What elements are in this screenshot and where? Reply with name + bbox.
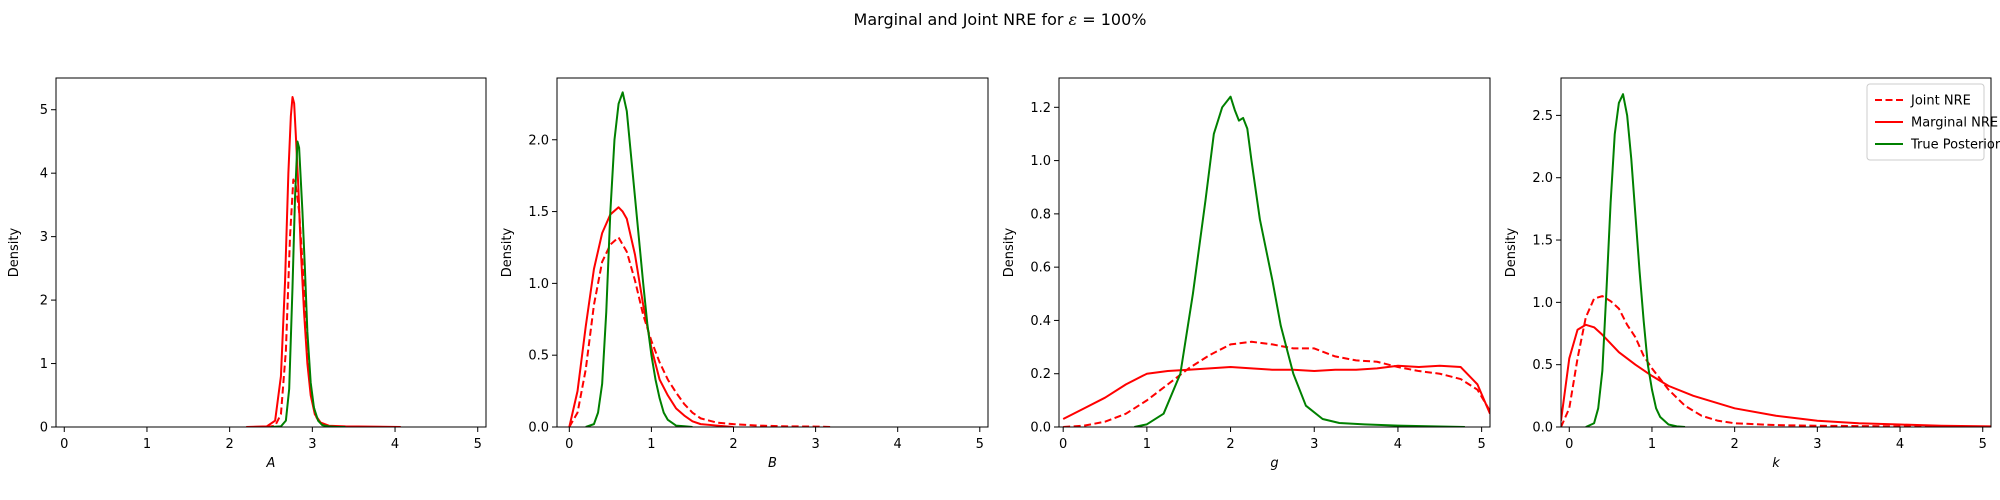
epsilon-symbol: ε bbox=[1068, 10, 1078, 29]
subplot-k: 0 1 2 3 4 5 0.0 0.5 1.0 1.5 2.0 2.5 k Density Joint NR… bbox=[1504, 77, 2000, 471]
y-axis-label: Density bbox=[1504, 227, 1519, 277]
x-axis-label: B bbox=[768, 456, 777, 471]
series-line-true-posterior bbox=[1585, 93, 1686, 427]
y-axis-label: Density bbox=[7, 227, 22, 277]
y-tick-label: 1 bbox=[40, 357, 48, 372]
series-group bbox=[568, 91, 833, 427]
x-tick-label: 1 bbox=[1648, 437, 1656, 452]
y-tick-label: 2.0 bbox=[528, 133, 549, 148]
x-tick-label: 4 bbox=[1896, 437, 1904, 452]
x-tick-label: 5 bbox=[1477, 437, 1485, 452]
x-tick-label: 1 bbox=[1143, 437, 1151, 452]
x-tick-label: 3 bbox=[1310, 437, 1318, 452]
x-axis-label: k bbox=[1772, 456, 1780, 471]
series-line-joint-nre bbox=[1063, 340, 1490, 427]
y-tick-label: 1.5 bbox=[528, 205, 549, 220]
x-tick-label: 4 bbox=[894, 437, 902, 452]
x-tick-label: 4 bbox=[1394, 437, 1402, 452]
y-tick-label: 5 bbox=[40, 103, 48, 118]
series-line-true-posterior bbox=[270, 140, 346, 427]
y-tick-label: 0 bbox=[40, 421, 48, 436]
x-tick-label: 0 bbox=[565, 437, 573, 452]
y-tick-label: 2 bbox=[40, 294, 48, 309]
y-axis-label: Density bbox=[500, 227, 515, 277]
y-axis-label: Density bbox=[1002, 227, 1017, 277]
x-tick-label: 2 bbox=[226, 437, 234, 452]
x-tick-label: 2 bbox=[729, 437, 737, 452]
axes-frame bbox=[556, 77, 989, 428]
series-line-joint-nre bbox=[1561, 295, 1991, 427]
x-axis-label: g bbox=[1270, 456, 1278, 471]
y-tick-label: 1.2 bbox=[1030, 101, 1051, 116]
legend-label: Joint NRE bbox=[1910, 94, 1971, 109]
y-tick-label: 0.6 bbox=[1030, 261, 1051, 276]
series-line-marginal-nre bbox=[1561, 323, 1991, 427]
y-tick-label: 1.5 bbox=[1532, 234, 1553, 249]
x-tick-label: 3 bbox=[811, 437, 819, 452]
x-tick-label: 5 bbox=[976, 437, 984, 452]
subplot-g: 0 1 2 3 4 5 0.0 0.2 0.4 0.6 0.8 1.0 1.2 g Density bbox=[1002, 77, 1491, 471]
figure-title-suffix: = 100% bbox=[1077, 10, 1147, 29]
x-tick-label: 0 bbox=[60, 437, 68, 452]
y-tick-label: 2.5 bbox=[1532, 109, 1553, 124]
x-tick-label: 5 bbox=[474, 437, 482, 452]
series-line-joint-nre bbox=[568, 236, 833, 427]
x-tick-label: 0 bbox=[1565, 437, 1573, 452]
legend-label: True Posterior bbox=[1910, 138, 2000, 153]
series-line-marginal-nre bbox=[1062, 364, 1490, 420]
series-line-marginal-nre bbox=[568, 206, 734, 427]
legend-box bbox=[1866, 83, 1985, 161]
series-group bbox=[1561, 93, 1991, 427]
subplot-B: 0 1 2 3 4 5 0.0 0.5 1.0 1.5 2.0 B Density bbox=[500, 77, 989, 471]
y-tick-label: 0.2 bbox=[1030, 367, 1051, 382]
x-tick-label: 5 bbox=[1979, 437, 1987, 452]
x-axis-label: A bbox=[266, 456, 276, 471]
axes-frame bbox=[1058, 77, 1491, 428]
y-tick-label: 0.5 bbox=[1532, 358, 1553, 373]
y-tick-label: 4 bbox=[40, 167, 48, 182]
y-tick-label: 1.0 bbox=[528, 277, 549, 292]
axes-frame bbox=[1560, 77, 1992, 428]
y-tick-label: 3 bbox=[40, 230, 48, 245]
x-tick-label: 4 bbox=[391, 437, 399, 452]
x-tick-label: 3 bbox=[308, 437, 316, 452]
y-tick-label: 0.0 bbox=[528, 421, 549, 436]
x-tick-label: 3 bbox=[1813, 437, 1821, 452]
y-tick-label: 0.4 bbox=[1030, 314, 1051, 329]
series-line-true-posterior bbox=[585, 91, 693, 427]
subplot-A: 0 1 2 3 4 5 0 1 2 3 4 5 A Density bbox=[7, 77, 487, 471]
figure-title-prefix: Marginal and Joint NRE for bbox=[853, 10, 1069, 29]
series-group bbox=[246, 96, 401, 427]
x-tick-label: 2 bbox=[1226, 437, 1234, 452]
y-tick-label: 2.0 bbox=[1532, 171, 1553, 186]
x-tick-label: 2 bbox=[1731, 437, 1739, 452]
series-group bbox=[1062, 95, 1490, 427]
y-tick-label: 0.8 bbox=[1030, 207, 1051, 222]
y-tick-label: 0.0 bbox=[1030, 421, 1051, 436]
x-tick-label: 0 bbox=[1059, 437, 1067, 452]
series-line-true-posterior bbox=[1134, 95, 1465, 427]
y-tick-label: 1.0 bbox=[1532, 296, 1553, 311]
figure-title: Marginal and Joint NRE for ε = 100% bbox=[0, 10, 2000, 29]
x-tick-label: 1 bbox=[647, 437, 655, 452]
x-tick-label: 1 bbox=[143, 437, 151, 452]
y-tick-label: 0.5 bbox=[528, 349, 549, 364]
legend: Joint NRE Marginal NRE True Posterior bbox=[1866, 83, 2000, 161]
y-tick-label: 1.0 bbox=[1030, 154, 1051, 169]
legend-label: Marginal NRE bbox=[1911, 116, 1998, 131]
y-tick-label: 0.0 bbox=[1532, 421, 1553, 436]
series-line-marginal-nre bbox=[246, 96, 401, 427]
axes-frame bbox=[55, 77, 487, 428]
